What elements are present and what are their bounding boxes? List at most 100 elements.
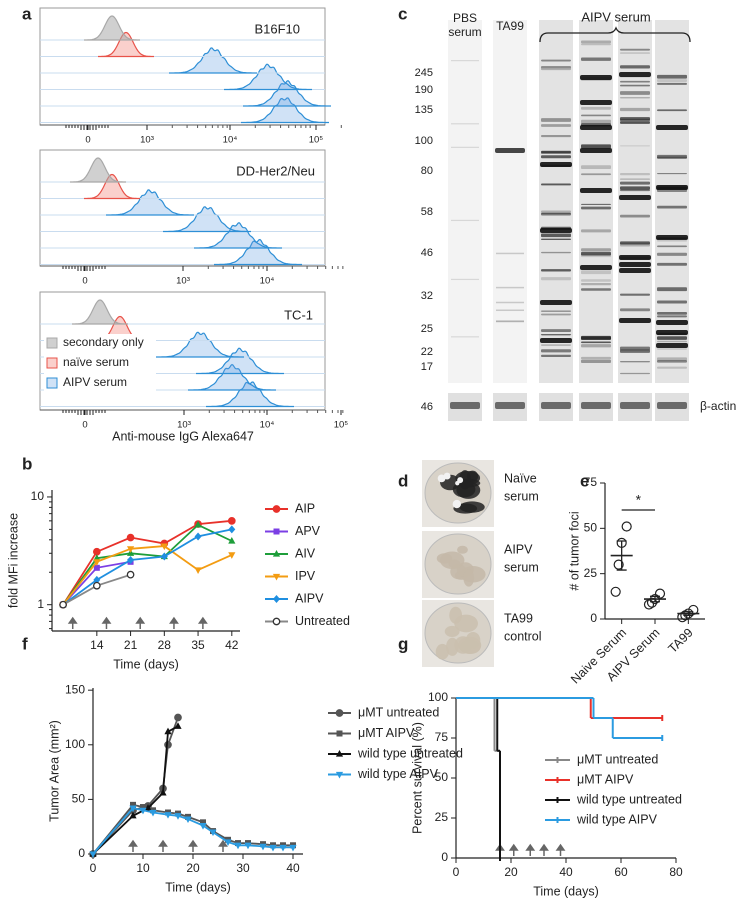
photo-label: serum <box>504 560 539 574</box>
blot-band <box>620 97 650 99</box>
blot-band <box>581 248 611 252</box>
treatment-arrow <box>539 843 549 856</box>
data-point <box>127 555 135 564</box>
blot-band <box>657 315 687 318</box>
data-point <box>93 559 101 566</box>
data-point <box>227 516 236 525</box>
blot-band <box>541 124 571 127</box>
histogram-title: TC-1 <box>284 307 313 322</box>
blot-band <box>541 238 571 241</box>
marker-label: 58 <box>421 206 433 218</box>
photo-highlight <box>437 474 446 483</box>
data-point <box>160 543 168 551</box>
y-tick-label: 0 <box>441 850 448 864</box>
blot-band <box>581 119 611 124</box>
legend-marker <box>335 709 344 717</box>
marker-label: 245 <box>415 67 433 79</box>
legend-marker <box>336 730 343 737</box>
photo-tissue <box>454 636 472 654</box>
x-tick-label: 42 <box>225 638 239 652</box>
legend-marker <box>273 528 280 535</box>
blot-lane <box>579 20 613 383</box>
sem-whisker <box>616 540 627 571</box>
blot-band <box>581 203 611 205</box>
blot-band <box>581 229 611 233</box>
y-tick-label: 0 <box>590 611 597 625</box>
blot-band <box>657 348 687 350</box>
x-tick-label: 40 <box>286 861 300 875</box>
blot-band <box>496 320 524 323</box>
y-tick-label: 50 <box>72 792 86 806</box>
legend-label: μMT untreated <box>577 752 658 766</box>
blot-band <box>657 205 687 209</box>
data-point <box>144 804 152 811</box>
blot-band <box>581 251 611 256</box>
blot-band <box>620 181 650 185</box>
data-point <box>279 844 287 852</box>
blot-band <box>657 300 687 304</box>
panel-label: g <box>398 634 408 653</box>
blot-band <box>581 279 611 282</box>
treatment-arrow <box>218 839 228 852</box>
x-tick-label: 10⁴ <box>260 276 275 287</box>
blot-band <box>581 270 611 275</box>
data-point <box>92 547 101 556</box>
data-point <box>184 816 192 824</box>
blot-band <box>657 287 687 292</box>
legend-label: μMT untreated <box>358 705 439 719</box>
lane-label: TA99 <box>496 19 524 33</box>
x-tick-label: 40 <box>559 865 573 879</box>
histogram-curve <box>163 206 251 233</box>
legend-swatch <box>46 337 58 349</box>
histogram-curve <box>188 363 276 391</box>
legend-label: wild type untreated <box>576 792 682 806</box>
legend-label: secondary only <box>63 335 144 349</box>
blot-band <box>656 125 688 130</box>
blot-band <box>620 172 650 176</box>
blot-band <box>656 320 688 325</box>
histogram-curve <box>84 15 140 41</box>
legend-label: Untreated <box>295 614 350 628</box>
blot-band <box>541 212 571 216</box>
blot-band <box>657 340 687 343</box>
photo-tissue <box>439 551 465 570</box>
blot-band <box>541 183 571 186</box>
lane-label: AIPV serum <box>581 9 650 24</box>
blot-band <box>541 66 571 71</box>
data-point <box>89 851 97 858</box>
photo-tissue <box>435 643 450 660</box>
data-point <box>200 819 206 826</box>
blot-band <box>620 372 650 375</box>
x-tick-label: 10⁵ <box>334 420 349 431</box>
blot-band <box>657 173 687 175</box>
blot-band <box>657 357 687 361</box>
legend-label: μMT AIPV <box>358 726 415 740</box>
data-point <box>149 809 157 817</box>
blot-band <box>657 336 687 340</box>
blot-band <box>656 343 688 348</box>
legend-label: AIPV serum <box>63 375 127 389</box>
blot-band <box>620 52 650 54</box>
y-axis-label: Percent survival (%) <box>410 722 424 834</box>
blot-band <box>657 74 687 79</box>
blot-band <box>620 189 650 192</box>
blot-band <box>620 349 650 353</box>
histogram-curve <box>98 31 154 58</box>
blot-band <box>657 79 687 83</box>
panel-label: e <box>580 471 589 490</box>
data-point <box>643 599 655 610</box>
histogram-curve <box>241 97 329 124</box>
blot-band <box>620 107 650 112</box>
blot-band <box>541 344 571 346</box>
data-point <box>259 843 267 851</box>
blot-band <box>451 60 479 62</box>
blot-band <box>451 146 479 148</box>
legend-label: IPV <box>295 569 316 583</box>
panel-label: b <box>22 454 32 473</box>
blot-band <box>541 349 571 353</box>
data-point <box>164 727 172 735</box>
data-point <box>194 567 202 574</box>
blot-band <box>581 114 611 117</box>
blot-band <box>581 335 611 340</box>
series-line <box>62 523 233 606</box>
